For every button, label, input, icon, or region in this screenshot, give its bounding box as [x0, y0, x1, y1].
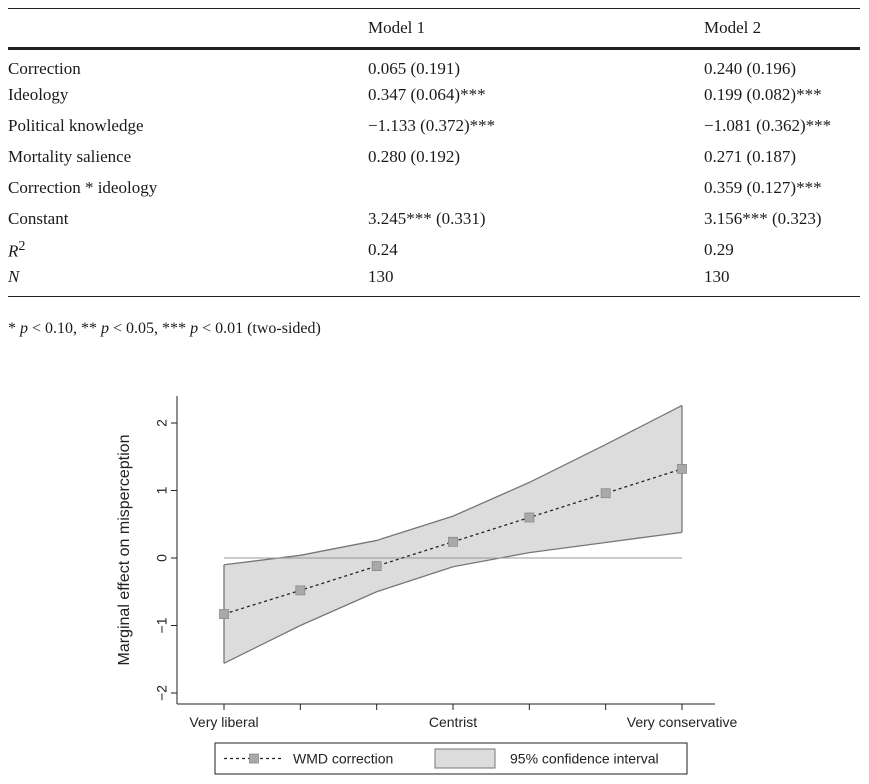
table-row: R2 0.24 0.29 [8, 235, 860, 266]
data-point-marker [448, 536, 458, 547]
cell-model-2: 0.240 (0.196) [704, 58, 797, 78]
row-label: N [8, 266, 368, 297]
confidence-band [224, 405, 682, 664]
table-row: Correction 0.065 (0.191) 0.240 (0.196) [8, 49, 860, 80]
cell-model-1: 0.24 [368, 240, 398, 259]
row-label: R2 [8, 235, 368, 266]
legend-label-confidence-interval: 95% confidence interval [510, 751, 659, 767]
cell-model-2: −1.081 (0.362)*** [704, 116, 832, 135]
table-row: Mortality salience 0.280 (0.192) 0.271 (… [8, 142, 860, 173]
y-tick-label: 2 [154, 419, 170, 427]
cell-model-1: −1.133 (0.372)*** [368, 116, 496, 135]
legend-area-swatch [434, 748, 496, 769]
header-model-2: Model 2 [704, 18, 762, 37]
n-label: N [8, 266, 20, 286]
table-row: Political knowledge −1.133 (0.372)*** −1… [8, 111, 860, 142]
y-axis-label: Marginal effect on misperception [116, 435, 133, 666]
header-model-1: Model 1 [368, 18, 426, 37]
data-point-marker [371, 561, 382, 571]
axes: −2 −1 0 1 2 Very liberal Centrist Very conserva… [116, 396, 737, 730]
legend-marker-swatch [249, 753, 259, 764]
table-row: Constant 3.245*** (0.331) 3.156*** (0.32… [8, 204, 860, 235]
row-label: Mortality salience [8, 147, 132, 166]
table-row: N 130 130 [8, 266, 860, 297]
regression-table: Model 1 Model 2 Correction 0.065 (0.191)… [8, 8, 860, 297]
cell-model-1: 0.347 (0.064)*** [368, 85, 486, 104]
cell-model-2: 130 [704, 266, 730, 286]
table-row: Correction * ideology 0.359 (0.127)*** [8, 173, 860, 204]
data-point-marker [295, 585, 306, 596]
row-label: Correction * ideology [8, 178, 158, 197]
regression-table-container: Model 1 Model 2 Correction 0.065 (0.191)… [8, 8, 860, 297]
significance-footnote: * p < 0.10, ** p < 0.05, *** p < 0.01 (t… [8, 320, 321, 337]
x-tick-label: Centrist [429, 714, 477, 730]
x-tick-label: Very liberal [189, 714, 258, 730]
row-label: Constant [8, 209, 69, 228]
data-point-marker [677, 463, 687, 474]
cell-model-2: 0.271 (0.187) [704, 147, 797, 166]
r-squared-superscript: 2 [18, 238, 26, 255]
legend: WMD correction 95% confidence interval [214, 742, 688, 775]
data-point-marker [219, 609, 229, 619]
cell-model-1: 130 [368, 266, 394, 286]
y-tick-label: 1 [154, 486, 170, 494]
cell-model-2: 0.29 [704, 240, 734, 259]
table-row: Ideology 0.347 (0.064)*** 0.199 (0.082)*… [8, 80, 860, 111]
row-label: Correction [8, 58, 81, 78]
legend-label-wmd-correction: WMD correction [293, 751, 393, 767]
cell-model-1: 0.065 (0.191) [368, 58, 461, 78]
cell-model-2: 0.359 (0.127)*** [704, 178, 822, 197]
cell-model-1: 0.280 (0.192) [368, 147, 461, 166]
y-tick-label: −1 [154, 617, 170, 633]
ci-lower-edge [223, 531, 683, 664]
r-squared-label: R [8, 241, 19, 261]
cell-model-2: 3.156*** (0.323) [704, 209, 822, 228]
ci-upper-edge [223, 404, 683, 566]
x-tick-label: Very conservative [627, 714, 738, 730]
y-tick-label: −2 [154, 685, 170, 701]
row-label: Political knowledge [8, 116, 144, 135]
cell-model-1: 3.245*** (0.331) [368, 209, 486, 228]
cell-model-2: 0.199 (0.082)*** [704, 85, 822, 104]
data-point-marker [524, 512, 535, 523]
data-point-marker [600, 488, 611, 499]
y-tick-label: 0 [154, 554, 170, 562]
plot-area [219, 404, 687, 664]
row-label: Ideology [8, 85, 69, 104]
table-header-row: Model 1 Model 2 [8, 8, 860, 49]
